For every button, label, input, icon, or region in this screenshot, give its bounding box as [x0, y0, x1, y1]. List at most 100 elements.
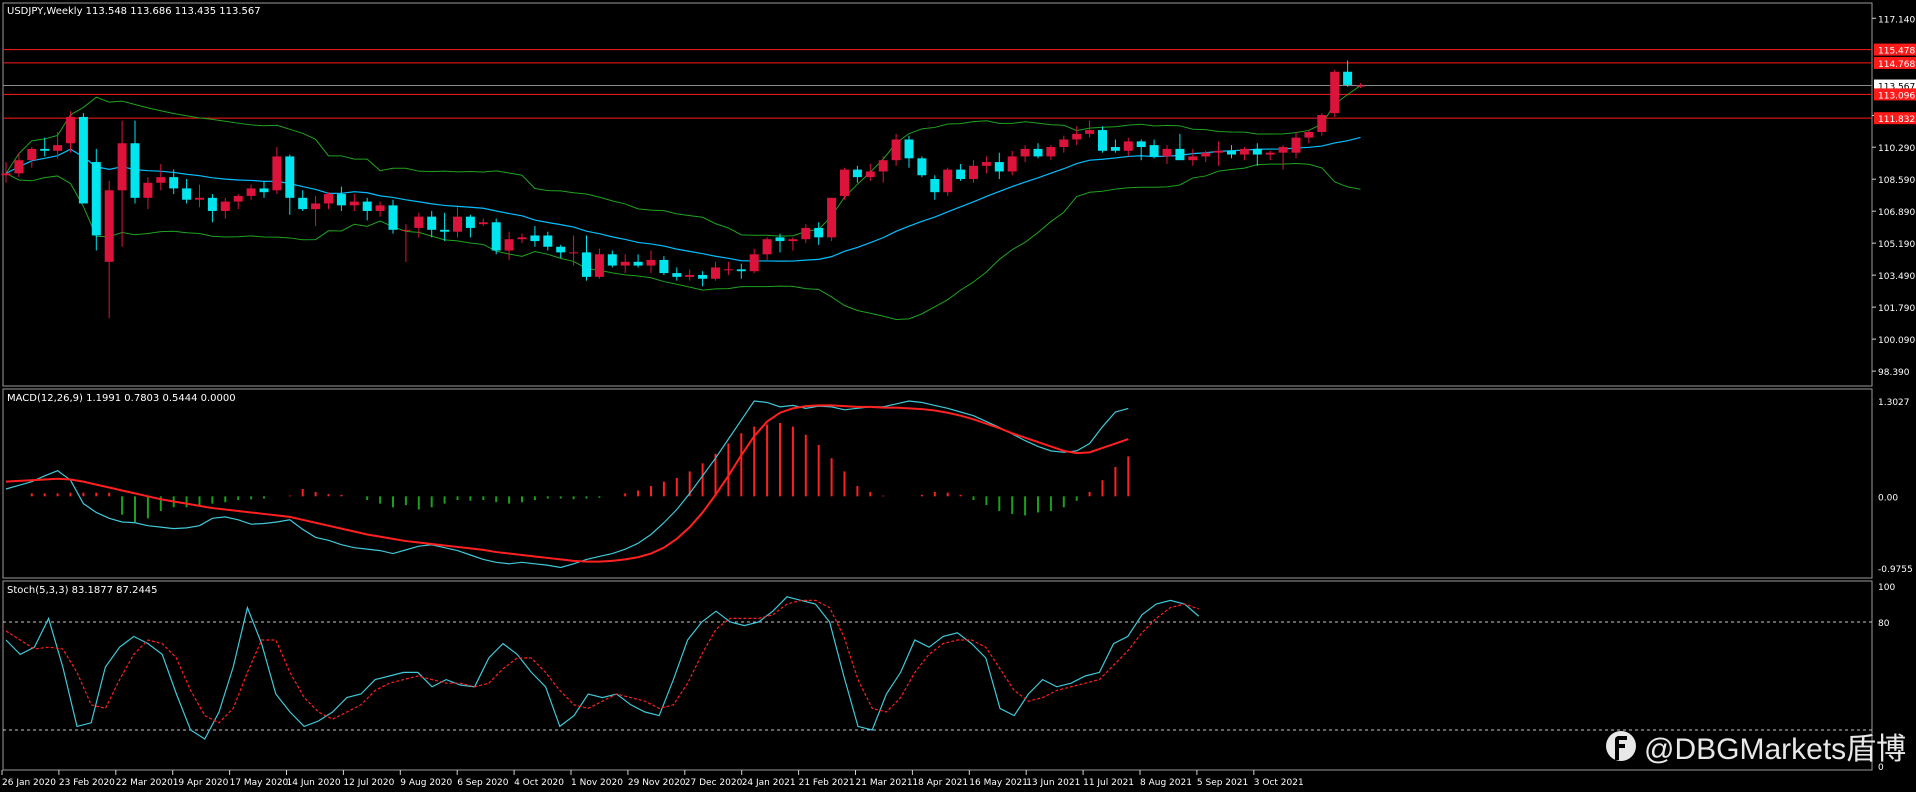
candle-body — [659, 259, 669, 274]
axes: 117.140115.478114.768113.567113.096111.9… — [1, 15, 1916, 788]
candle-body — [1214, 150, 1224, 153]
candle-body — [672, 273, 682, 277]
candle-body — [594, 254, 604, 277]
price-tag-label: 114.768 — [1878, 60, 1915, 70]
date-tick-label: 22 Mar 2020 — [116, 778, 173, 788]
price-tick-label: 110.290 — [1878, 144, 1915, 154]
candle-body — [182, 188, 192, 200]
candle-body — [1252, 148, 1262, 155]
candle-body — [401, 229, 411, 231]
price-tag-bg — [1874, 56, 1916, 69]
candle-body — [646, 259, 656, 266]
price-tag-label: 113.096 — [1878, 91, 1915, 101]
price-tag-bg — [1874, 112, 1916, 125]
price-tick-label: 98.390 — [1878, 368, 1910, 378]
candle-body — [465, 216, 475, 228]
candle-body — [1201, 152, 1211, 157]
candle-body — [91, 162, 101, 236]
macd-pane[interactable] — [5, 400, 1130, 569]
candle-body — [530, 235, 540, 242]
stoch-tick-label: 0 — [1878, 763, 1884, 773]
candle-body — [801, 227, 811, 240]
candle-body — [930, 179, 940, 193]
candle-body — [298, 197, 308, 210]
date-tick-label: 4 Oct 2020 — [514, 778, 564, 788]
candle-body — [1162, 148, 1172, 157]
candle-body — [814, 227, 824, 238]
candle-body — [1046, 147, 1056, 157]
candle-body — [852, 169, 862, 178]
candle-body — [440, 229, 450, 232]
candle-body — [375, 205, 385, 211]
date-tick-label: 19 Apr 2020 — [173, 778, 229, 788]
candle-body — [1072, 133, 1082, 140]
candle-body — [1123, 141, 1133, 151]
stochastic-pane[interactable] — [3, 596, 1872, 740]
date-tick-label: 21 Mar 2021 — [856, 778, 913, 788]
candle-body — [1175, 148, 1185, 161]
candle-body — [336, 194, 346, 206]
candle-body — [14, 160, 24, 174]
candle-body — [620, 261, 630, 266]
candle-body — [388, 205, 398, 230]
candle-body — [1356, 85, 1365, 87]
candle-body — [685, 274, 695, 277]
candle-body — [904, 139, 914, 159]
candle-body — [1343, 71, 1353, 85]
price-tick-label: 101.790 — [1878, 304, 1915, 314]
candle-body — [878, 160, 888, 172]
price-tick-label: 103.490 — [1878, 272, 1915, 282]
watermark-text: @DBGMarkets盾博 — [1644, 733, 1907, 766]
date-tick-label: 6 Sep 2020 — [457, 778, 509, 788]
candle-body — [195, 197, 204, 200]
date-tick-label: 21 Feb 2021 — [799, 778, 855, 788]
date-tick-label: 18 Apr 2021 — [912, 778, 968, 788]
candle-body — [943, 169, 953, 193]
date-tick-label: 26 Jan 2020 — [2, 778, 56, 788]
candle-body — [259, 188, 269, 193]
candle-body — [582, 252, 591, 277]
price-tag-bg — [1874, 88, 1916, 101]
price-pane[interactable] — [1, 49, 1873, 320]
candle-body — [1188, 156, 1198, 161]
candle-body — [1265, 152, 1275, 155]
candle-body — [478, 222, 488, 225]
candle-body — [427, 216, 437, 230]
candle-body — [891, 139, 901, 161]
candle-body — [840, 169, 849, 196]
candle-body — [1330, 71, 1340, 114]
watermark: @DBGMarkets盾博 — [1606, 726, 1906, 766]
date-tick-label: 27 Dec 2020 — [685, 778, 743, 788]
candle-body — [827, 197, 837, 238]
candle-body — [865, 171, 875, 178]
candle-body — [969, 165, 978, 180]
candle-body — [1149, 145, 1159, 157]
candle-body — [607, 254, 617, 266]
candle-body — [956, 169, 966, 180]
date-tick-label: 3 Oct 2021 — [1254, 778, 1304, 788]
candle-body — [1033, 148, 1043, 157]
macd-main-line — [5, 400, 1129, 569]
date-tick-label: 14 Jun 2020 — [287, 778, 341, 788]
candle-body — [723, 269, 733, 271]
price-tick-label: 108.590 — [1878, 176, 1915, 186]
candle-body — [53, 145, 63, 151]
stoch-signal-line — [5, 599, 1199, 724]
moving-average-line — [5, 136, 1361, 262]
date-tick-label: 23 Feb 2020 — [59, 778, 115, 788]
price-tag-label: 115.478 — [1878, 47, 1915, 57]
candle-body — [749, 254, 759, 272]
candle-body — [233, 195, 243, 202]
macd-tick-label: -0.9755 — [1878, 565, 1913, 575]
candle-body — [143, 182, 153, 198]
candle-body — [78, 116, 88, 204]
bollinger-upper-line — [5, 85, 1361, 237]
stoch-tick-label: 80 — [1878, 619, 1890, 629]
candle-body — [414, 216, 424, 228]
candle-body — [917, 158, 927, 176]
candle-body — [285, 156, 295, 198]
candle-body — [569, 252, 579, 254]
candle-body — [220, 201, 230, 211]
price-tick-label: 105.190 — [1878, 240, 1915, 250]
